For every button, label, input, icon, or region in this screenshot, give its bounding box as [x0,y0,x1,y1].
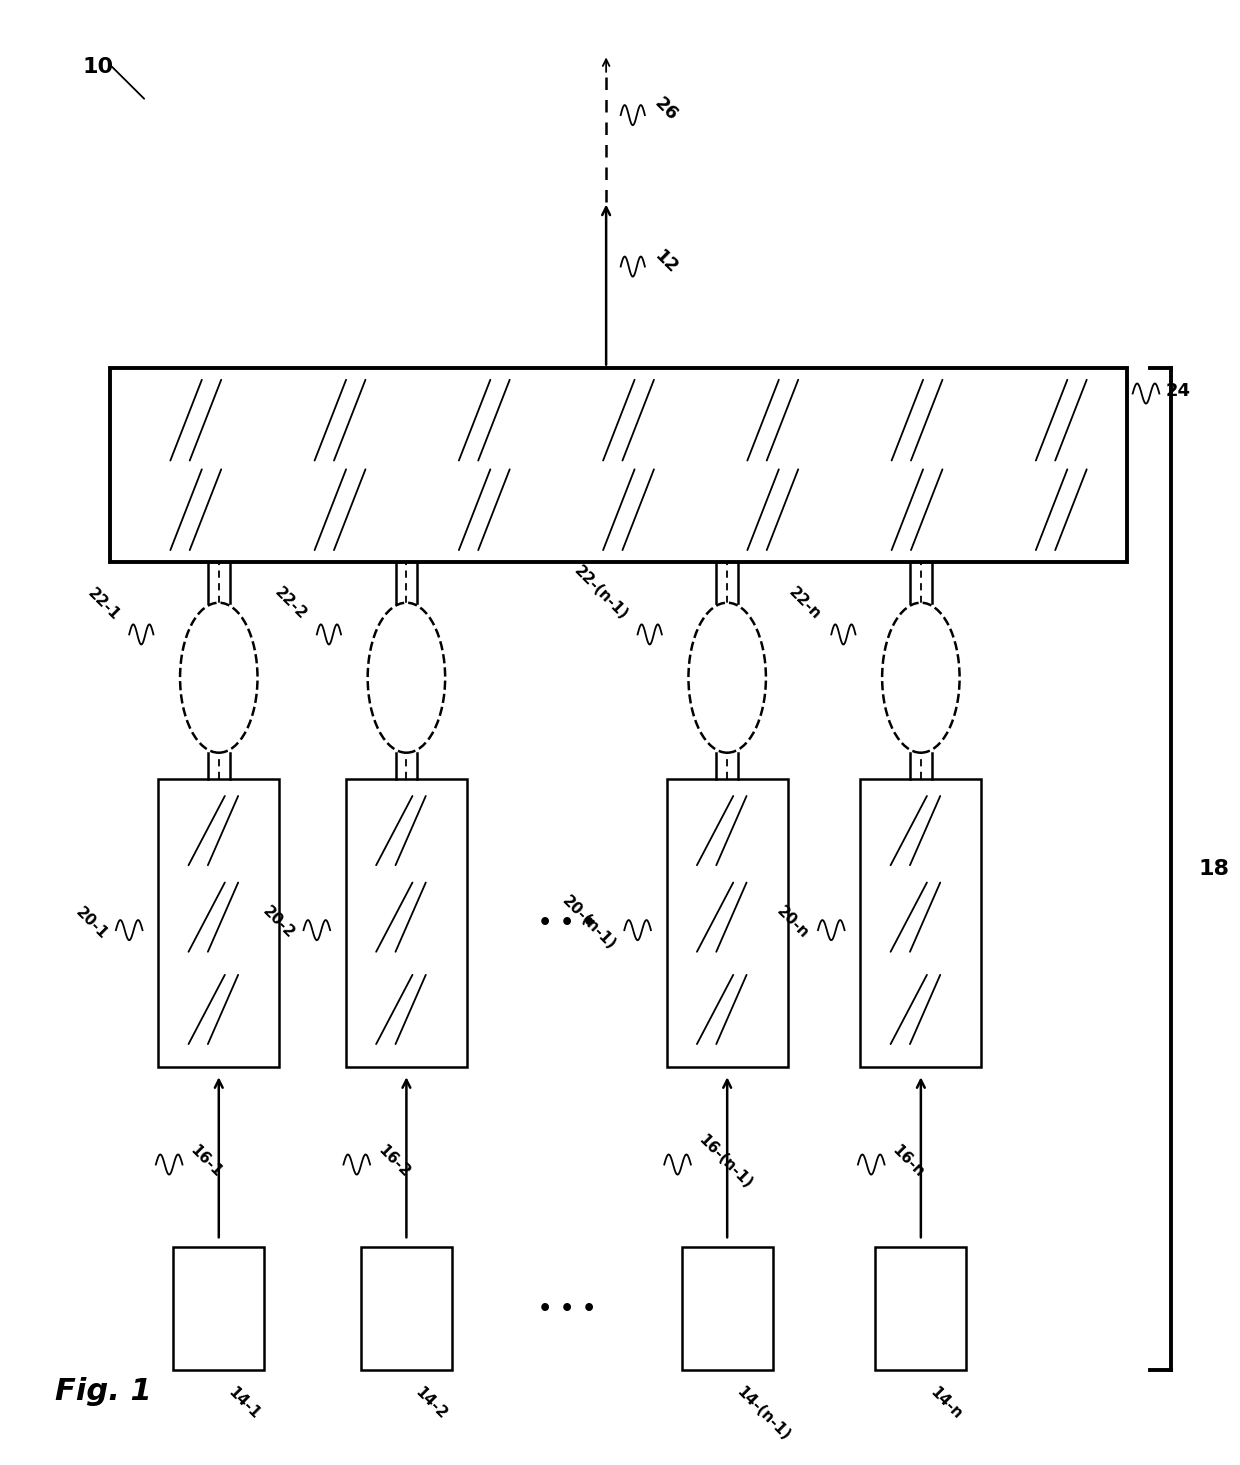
Text: 14-1: 14-1 [224,1384,263,1423]
Text: • • •: • • • [538,1299,596,1318]
Bar [875,1248,966,1370]
Bar [682,1248,773,1370]
Text: 16-n: 16-n [889,1143,928,1181]
Text: Fig. 1: Fig. 1 [56,1377,153,1406]
Text: 14-(n-1): 14-(n-1) [733,1384,792,1444]
Text: 16-(n-1): 16-(n-1) [696,1132,755,1191]
Text: 10: 10 [82,57,113,78]
Text: 20-n: 20-n [774,904,812,942]
Ellipse shape [368,602,445,753]
Text: • • •: • • • [538,913,596,933]
Text: 20-1: 20-1 [72,904,110,942]
Ellipse shape [180,602,258,753]
Text: 12: 12 [651,248,681,277]
Bar [861,779,981,1067]
Bar [667,779,787,1067]
Text: 16-2: 16-2 [374,1143,413,1181]
Bar [174,1248,264,1370]
Text: 20-(n-1): 20-(n-1) [559,894,619,952]
Ellipse shape [688,602,766,753]
Bar [110,368,1127,563]
Text: 24: 24 [1166,382,1190,400]
Text: 22-n: 22-n [786,585,825,623]
Text: 22-2: 22-2 [272,585,310,623]
Bar [361,1248,451,1370]
Ellipse shape [882,602,960,753]
Text: 16-1: 16-1 [187,1143,224,1181]
Text: 14-n: 14-n [928,1384,965,1423]
Text: 18: 18 [1198,858,1229,879]
Text: 22-1: 22-1 [84,585,122,623]
Bar [346,779,467,1067]
Bar [159,779,279,1067]
Text: 26: 26 [651,94,681,125]
Text: 14-2: 14-2 [413,1384,450,1423]
Text: 22-(n-1): 22-(n-1) [570,563,630,623]
Text: 20-2: 20-2 [259,904,298,942]
